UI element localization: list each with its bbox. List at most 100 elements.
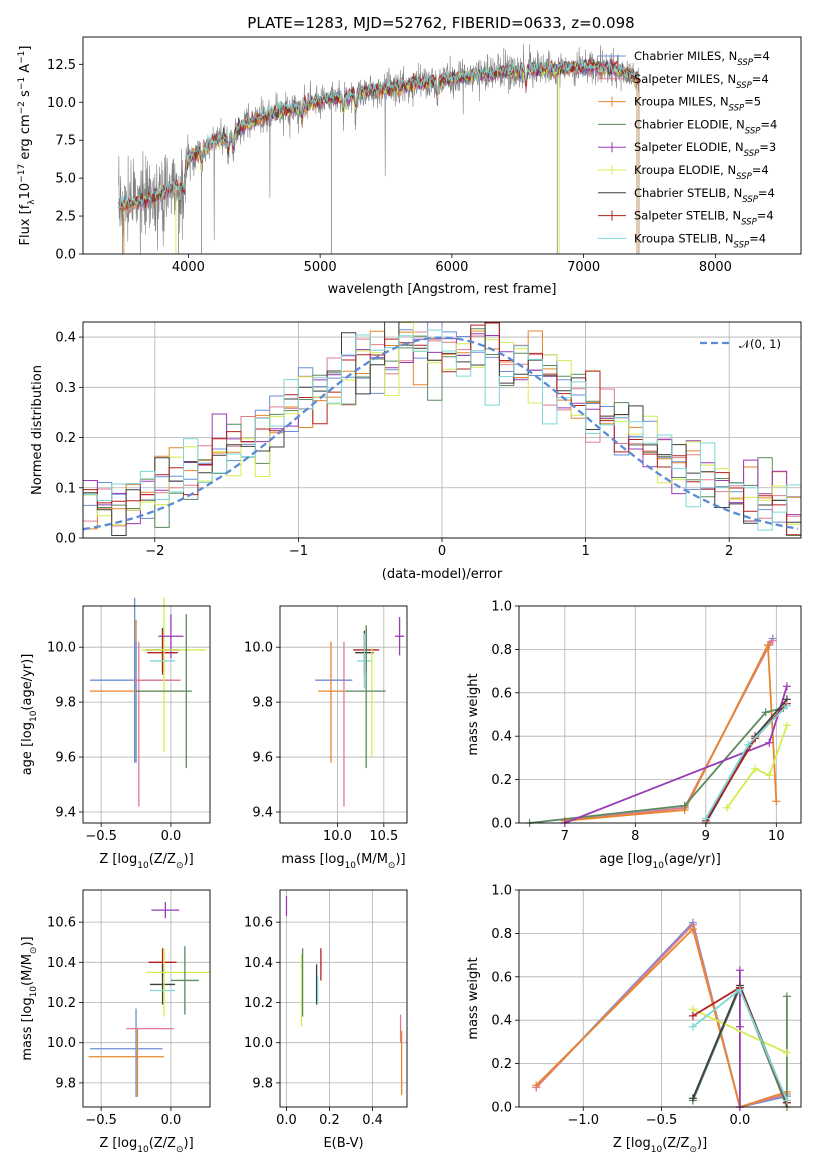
y-tick-label: 10.6 (244, 916, 273, 931)
y-tick-label: 10.0 (244, 641, 273, 656)
panel-mass-vs-ebv: 0.0 0.2 0.4 9.8 10.0 10.2 10.4 10.6 E(B-V) (244, 889, 408, 1151)
x-tick-label: 10 (768, 829, 785, 844)
legend-label-tail: =4 (749, 231, 766, 245)
weight-series (564, 640, 774, 822)
axes-frame (518, 605, 802, 824)
y-tick-label: 9.4 (252, 806, 273, 821)
x-tick-label: 10.5 (369, 829, 398, 844)
x-tick-label: 10.0 (323, 829, 352, 844)
legend-label: Salpeter ELODIE, NSSP=3 (634, 140, 776, 159)
x-axis-label-part: mass [log (281, 852, 344, 867)
x-axis-label-part: ⊙ (176, 1145, 184, 1155)
x-tick-label: 0.4 (362, 1113, 383, 1128)
panel-mass-vs-Z: −0.5 0.09.810.010.210.410.6Z [log10(Z/Z⊙)… (20, 889, 211, 1155)
y-tick-label: 0.6 (491, 970, 512, 985)
y-tick-label: 12.5 (47, 58, 76, 73)
x-tick-label: −0.5 (646, 1113, 678, 1128)
y-tick-label: 10.4 (244, 956, 273, 971)
legend-label-sub: SSP (741, 218, 757, 228)
x-tick-label: 0.0 (730, 1113, 751, 1128)
y-tick-label: 0.3 (55, 381, 76, 396)
x-axis-label: Z [log10(Z/Z⊙)] (99, 852, 193, 871)
y-axis-label-part: 10 (18, 183, 33, 200)
legend-label-sub: SSP (729, 104, 745, 114)
y-axis-label-part: −1 (17, 77, 27, 90)
y-axis-label-part: (M/M (20, 954, 35, 986)
x-tick-label: 5000 (304, 260, 337, 275)
x-axis-label: mass [log10(M/M⊙)] (281, 852, 405, 871)
y-tick-label: 0.6 (491, 686, 512, 701)
x-axis-label-part: Z [log (613, 1136, 651, 1151)
x-tick-label: 6000 (435, 260, 468, 275)
legend-label-tail: =4 (753, 49, 770, 63)
x-tick-label: 8000 (699, 260, 732, 275)
legend-label: Salpeter STELIB, NSSP=4 (634, 209, 774, 228)
legend-label-tail: =4 (752, 72, 769, 86)
y-tick-label: 0.4 (491, 730, 512, 745)
legend-label-tail: =4 (752, 163, 769, 177)
y-tick-label: 10.2 (47, 996, 76, 1011)
x-axis-label: Z [log10(Z/Z⊙)] (99, 1136, 193, 1155)
y-tick-label: 10.4 (47, 956, 76, 971)
y-axis-label: age [log10(age/yr)] (20, 654, 39, 776)
x-tick-label: 1 (581, 544, 589, 559)
x-axis-label-part: ⊙ (689, 1145, 697, 1155)
x-tick-label: 0.2 (319, 1113, 340, 1128)
x-axis-label-part: )] (184, 852, 194, 867)
y-tick-label: 9.8 (55, 696, 76, 711)
x-axis-label-part: (age/yr)] (664, 852, 721, 867)
y-axis-label: Flux [fλ10−17 erg cm−2 s−1 A−1] (17, 46, 37, 246)
axes-frame (82, 605, 211, 824)
legend-label-tail: =4 (757, 209, 774, 223)
histograms (83, 322, 801, 536)
y-axis-label-part: A (18, 64, 33, 77)
legend-label: 𝒩(0, 1) (739, 337, 781, 351)
y-axis-label-part: 10 (29, 986, 39, 998)
legend-label-tail: =4 (758, 186, 775, 200)
legend-label: Chabrier MILES, NSSP=4 (634, 49, 770, 68)
x-tick-label: 0.0 (276, 1113, 297, 1128)
x-tick-label: 4000 (172, 260, 205, 275)
x-axis-label-part: )] (395, 852, 405, 867)
y-tick-label: 0.0 (55, 532, 76, 547)
x-axis-label-part: wavelength [Angstrom, rest frame] (328, 282, 557, 297)
y-axis-label-part: 10 (29, 710, 39, 722)
y-axis-label-part: mass [log (20, 997, 35, 1060)
y-axis-label-part: mass weight (466, 957, 481, 1039)
legend-label-tail: =3 (759, 140, 776, 154)
legend-label: Kroupa ELODIE, NSSP=4 (634, 163, 769, 182)
y-tick-label: 0.4 (491, 1014, 512, 1029)
y-axis-label-part: ⊙ (29, 947, 39, 955)
y-axis-label-part: −17 (17, 164, 27, 183)
y-axis-label-part: s (18, 90, 33, 101)
x-tick-label: 0.0 (161, 829, 182, 844)
x-tick-label: −0.5 (85, 1113, 117, 1128)
y-tick-label: 9.8 (55, 1076, 76, 1091)
x-axis-label-part: (Z/Z (149, 1136, 176, 1151)
y-tick-label: 9.6 (55, 751, 76, 766)
figure-title: PLATE=1283, MJD=52762, FIBERID=0633, z=0… (247, 14, 634, 32)
weight-series (726, 725, 788, 809)
legend-label-sub: SSP (745, 126, 761, 136)
y-axis-label-part: λ (27, 199, 37, 205)
y-axis-label: Normed distribution (30, 365, 45, 495)
legend-label: Kroupa MILES, NSSP=5 (634, 95, 761, 114)
y-tick-label: 0.0 (55, 248, 76, 263)
y-tick-label: 10.0 (47, 96, 76, 111)
spectrum-lines (118, 43, 640, 254)
y-tick-label: 5.0 (55, 172, 76, 187)
y-tick-label: 0.4 (55, 331, 76, 346)
x-axis-label: wavelength [Angstrom, rest frame] (328, 282, 557, 297)
y-tick-label: 7.5 (55, 134, 76, 149)
legend-label-main: Kroupa STELIB, N (634, 231, 734, 245)
legend-label: Chabrier STELIB, NSSP=4 (634, 186, 775, 205)
y-tick-label: 9.6 (252, 751, 273, 766)
weight-series (564, 686, 788, 824)
x-axis-label-part: )] (184, 1136, 194, 1151)
legend-label-sub: SSP (734, 240, 750, 250)
x-tick-label: −1.0 (567, 1113, 599, 1128)
x-axis-label-part: (Z/Z (662, 1136, 689, 1151)
x-axis-label: Z [log10(Z/Z⊙)] (613, 1136, 707, 1155)
legend-label: Salpeter MILES, NSSP=4 (634, 72, 769, 91)
